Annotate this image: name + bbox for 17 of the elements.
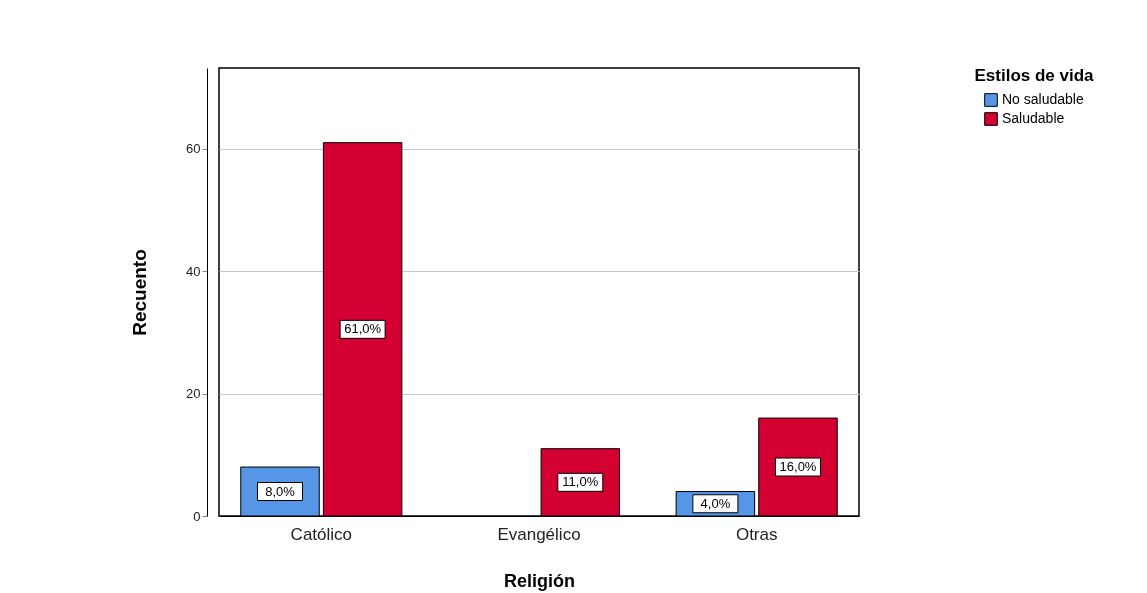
data-label: 4,0%: [700, 495, 731, 511]
data-label: 11,0%: [562, 474, 599, 490]
y-axis-title: Recuento: [129, 249, 151, 336]
legend-label: No saludable: [1002, 91, 1084, 107]
y-tick-label: 0: [193, 508, 201, 524]
x-tick-label: Otras: [735, 524, 778, 544]
data-label: 16,0%: [779, 459, 817, 475]
y-tick-label: 60: [186, 141, 201, 157]
legend-title: Estilos de vida: [974, 66, 1095, 85]
y-tick-label: 40: [186, 263, 201, 279]
x-axis-title: Religión: [504, 570, 575, 591]
legend-label: Saludable: [1002, 110, 1065, 126]
x-tick-label: Evangélico: [497, 524, 581, 544]
data-label: 8,0%: [265, 483, 296, 499]
x-tick-label: Católico: [290, 524, 353, 544]
data-label: 61,0%: [344, 321, 382, 337]
y-tick-label: 20: [186, 386, 201, 402]
